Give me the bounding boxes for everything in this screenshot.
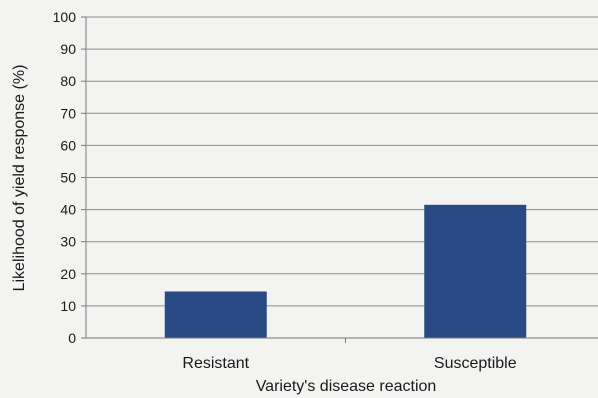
bar-resistant [164, 291, 267, 338]
x-tick-label-susceptible: Susceptible [434, 355, 517, 372]
y-tick-label: 30 [60, 234, 76, 250]
y-tick-labels: 0 10 20 30 40 50 60 70 80 90 100 [53, 9, 86, 346]
y-axis-title: Likelihood of yield response (%) [11, 65, 28, 292]
y-tick-label: 100 [53, 9, 77, 25]
y-tick-label: 0 [68, 330, 76, 346]
x-tick-labels: Resistant Susceptible [182, 338, 517, 372]
y-tick-label: 20 [60, 266, 76, 282]
y-tick-label: 10 [60, 298, 76, 314]
y-tick-label: 40 [60, 202, 76, 218]
y-tick-label: 60 [60, 137, 76, 153]
bar-susceptible [424, 204, 527, 338]
y-tick-label: 70 [60, 105, 76, 121]
x-axis-title: Variety's disease reaction [256, 378, 437, 395]
y-tick-label: 50 [60, 170, 76, 186]
y-tick-label: 90 [60, 41, 76, 57]
x-tick-label-resistant: Resistant [182, 355, 249, 372]
bars [164, 204, 527, 338]
gridlines [86, 16, 598, 307]
y-tick-label: 80 [60, 73, 76, 89]
